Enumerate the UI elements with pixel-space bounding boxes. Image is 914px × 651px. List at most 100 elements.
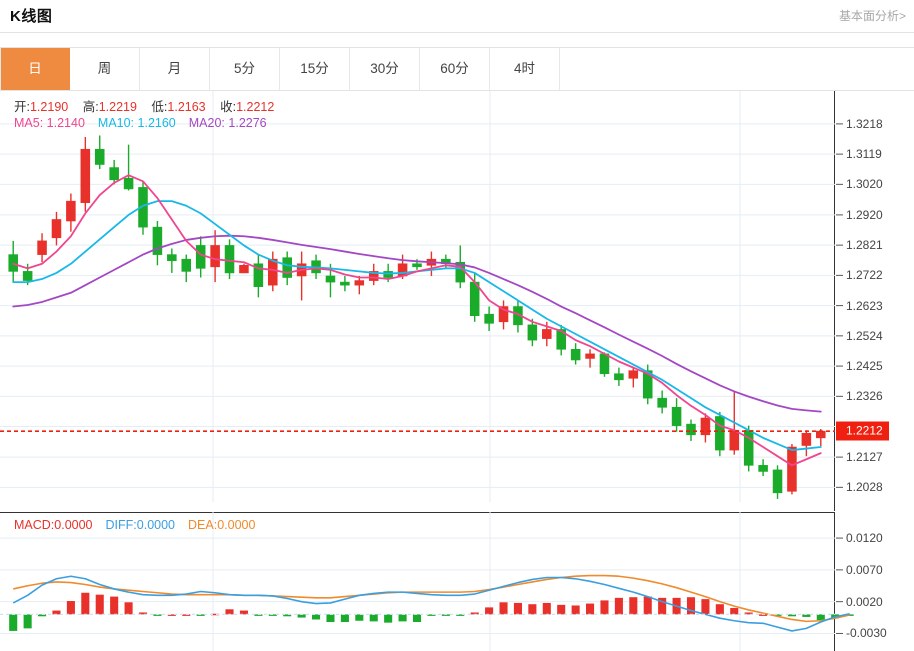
chart-area: 开:1.2190 高:1.2219 低:1.2163 收:1.2212 MA5:… — [0, 91, 914, 651]
tab-label: 60分 — [440, 61, 469, 76]
candle-body[interactable] — [138, 187, 148, 228]
candle-body[interactable] — [700, 417, 711, 436]
candle-body[interactable] — [642, 370, 653, 399]
candle-body[interactable] — [354, 280, 365, 286]
high-label: 高: — [82, 100, 99, 114]
tab-label: 周 — [97, 61, 112, 76]
tab-2[interactable]: 月 — [140, 48, 210, 90]
candle-body[interactable] — [527, 324, 538, 341]
candle-body[interactable] — [585, 353, 595, 359]
candle-body[interactable] — [498, 306, 509, 323]
candlestick-plot[interactable] — [0, 91, 914, 651]
candle-body[interactable] — [94, 148, 105, 165]
candle-body[interactable] — [715, 416, 725, 451]
macd-histogram-bar — [81, 592, 90, 615]
macd-histogram-bar — [66, 601, 75, 615]
candle-body[interactable] — [368, 271, 379, 281]
price-axis-tick: 1.2425 — [846, 359, 883, 374]
fundamental-analysis-link[interactable]: 基本面分析> — [838, 9, 906, 23]
macd-value: 0.0000 — [54, 518, 93, 532]
candle-body[interactable] — [671, 407, 682, 426]
candle-body[interactable] — [152, 226, 163, 255]
candle-body[interactable] — [167, 254, 177, 262]
candle-body[interactable] — [109, 167, 119, 181]
tab-4[interactable]: 15分 — [280, 48, 350, 90]
candle-body[interactable] — [22, 271, 33, 281]
candle-body[interactable] — [570, 348, 581, 361]
macd-histogram-bar — [701, 599, 710, 615]
tab-3[interactable]: 5分 — [210, 48, 280, 90]
macd-histogram-bar — [412, 614, 422, 623]
price-panel-border — [0, 91, 835, 511]
candle-body[interactable] — [325, 275, 336, 283]
candle-body[interactable] — [51, 219, 62, 239]
candle-body[interactable] — [772, 469, 783, 494]
macd-histogram-bar — [138, 612, 148, 615]
candle-body[interactable] — [758, 465, 768, 472]
candle-body[interactable] — [80, 148, 91, 203]
macd-histogram-bar — [686, 597, 696, 615]
macd-histogram-bar — [355, 614, 364, 621]
close-label: 收: — [220, 100, 237, 114]
macd-histogram-bar — [730, 608, 739, 615]
candle-body[interactable] — [657, 397, 667, 408]
open-value: 1.2190 — [29, 100, 69, 114]
ma10-value: 1.2160 — [137, 116, 176, 130]
candle-body[interactable] — [628, 370, 639, 379]
macd-histogram-bar — [398, 614, 407, 622]
tab-6[interactable]: 60分 — [420, 48, 490, 90]
period-tabbar: 日 周 月 5分 15分 30分 60分 4时 — [0, 47, 914, 91]
tab-label: 15分 — [300, 61, 329, 76]
tab-1[interactable]: 周 — [70, 48, 140, 90]
tab-0[interactable]: 日 — [0, 48, 70, 90]
dea-value: 0.0000 — [217, 518, 256, 532]
candle-body[interactable] — [210, 245, 220, 268]
candle-body[interactable] — [123, 177, 134, 190]
candle-body[interactable] — [253, 263, 264, 287]
macd-histogram-bar — [110, 596, 119, 615]
macd-plot[interactable] — [0, 91, 914, 651]
macd-axis-tick: 0.0020 — [846, 594, 883, 609]
macd-histogram-bar — [542, 602, 551, 615]
price-axis-tick: 1.2326 — [846, 389, 883, 404]
macd-histogram-bar — [586, 603, 595, 615]
low-label: 低: — [151, 100, 168, 114]
tab-7[interactable]: 4时 — [490, 48, 560, 90]
candle-body[interactable] — [542, 329, 552, 339]
macd-histogram-bar — [268, 614, 277, 616]
macd-histogram-bar — [52, 610, 61, 615]
price-axis-tick: 1.2127 — [846, 450, 883, 465]
candle-body[interactable] — [268, 258, 278, 286]
candle-body[interactable] — [37, 240, 47, 255]
candle-body[interactable] — [412, 263, 422, 268]
macd-histogram-bar — [773, 614, 782, 616]
candle-body[interactable] — [282, 257, 292, 278]
macd-label: MACD: — [14, 518, 55, 532]
candle-body[interactable] — [239, 264, 249, 274]
candle-body[interactable] — [614, 373, 624, 381]
ma-line — [12, 234, 822, 413]
macd-histogram-bar — [513, 602, 522, 615]
candle-body[interactable] — [66, 200, 76, 222]
ma5-value: 1.2140 — [46, 116, 85, 130]
macd-histogram-bar — [658, 597, 667, 615]
page-title: K线图 — [10, 8, 53, 25]
tab-5[interactable]: 30分 — [350, 48, 420, 90]
candle-body[interactable] — [787, 446, 797, 492]
candle-body[interactable] — [556, 329, 566, 350]
candle-body[interactable] — [224, 245, 235, 274]
macd-axis-tick: -0.0030 — [846, 626, 887, 641]
candle-body[interactable] — [383, 271, 393, 278]
candle-body[interactable] — [181, 258, 192, 272]
candle-body[interactable] — [340, 281, 350, 286]
macd-histogram-bar — [167, 614, 176, 616]
candle-body[interactable] — [484, 313, 494, 324]
ma20-value: 1.2276 — [228, 116, 267, 130]
macd-histogram-bar — [297, 614, 306, 618]
price-axis-tick: 1.2028 — [846, 480, 883, 495]
price-axis-tick: 1.3020 — [846, 177, 883, 192]
candle-body[interactable] — [686, 423, 696, 436]
candle-body[interactable] — [801, 432, 812, 446]
macd-axis-tick: 0.0120 — [846, 531, 883, 546]
